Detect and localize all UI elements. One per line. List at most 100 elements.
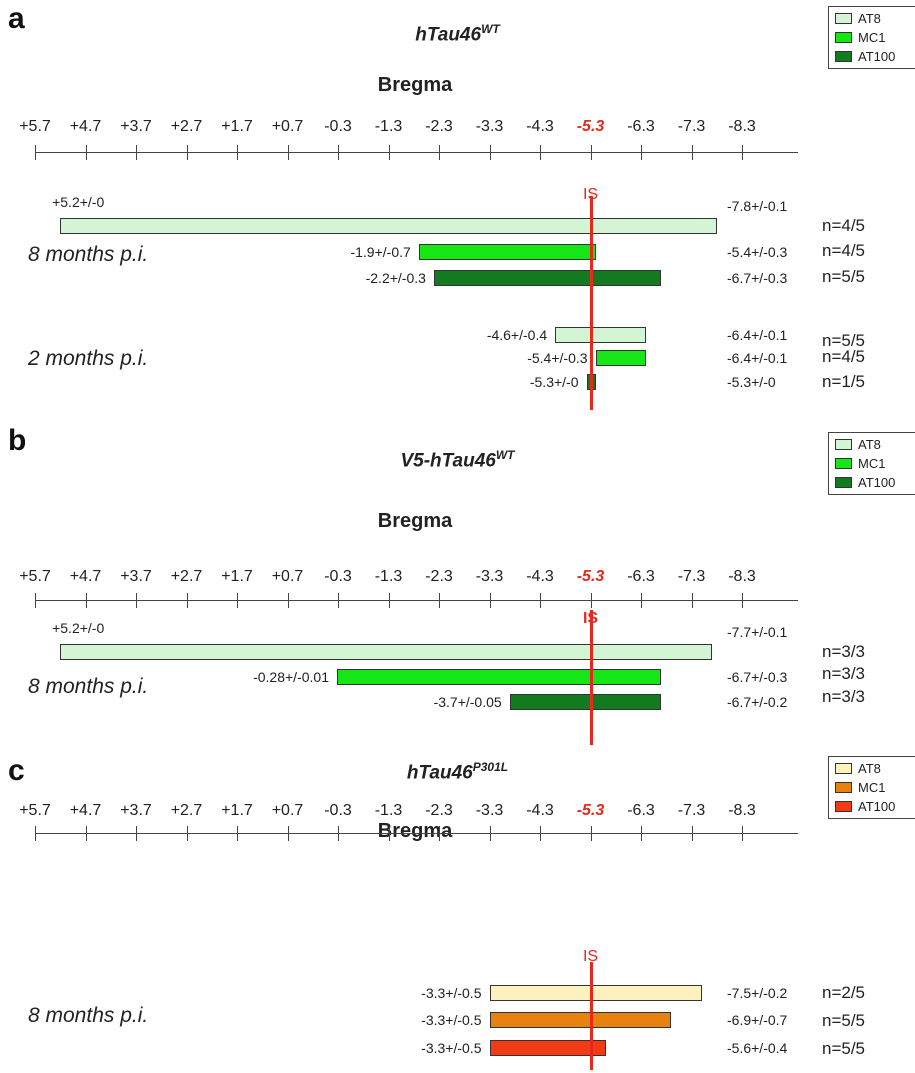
injection-site-line <box>589 610 593 745</box>
legend-swatch <box>835 13 852 24</box>
injection-site-line <box>589 962 593 1070</box>
tick-label: +5.7 <box>19 802 51 819</box>
tick-label: -2.3 <box>425 568 453 585</box>
tick-label: -1.3 <box>374 802 403 819</box>
legend-swatch <box>835 439 852 450</box>
range-bar <box>60 218 717 234</box>
legend-item: MC1 <box>829 454 915 473</box>
tick-label: +4.7 <box>69 802 102 819</box>
chart-title-superscript: WT <box>495 448 515 462</box>
chart-title-text: hTau46 <box>406 762 473 784</box>
range-bar <box>489 1012 672 1028</box>
sample-count: n=1/5 <box>822 372 866 391</box>
start-value-label: -2.2+/-0.3 <box>365 270 426 286</box>
legend-label: AT8 <box>858 437 881 452</box>
start-value-label: -3.3+/-0.5 <box>421 985 482 1001</box>
tick-label: +3.7 <box>120 118 152 135</box>
legend: AT8 MC1 AT100 <box>828 432 915 495</box>
tick-label: -0.3 <box>324 118 352 135</box>
tick-label: -5.3 <box>576 802 605 819</box>
chart-title-text: hTau46 <box>415 24 482 46</box>
group-label: 2 months p.i. <box>28 347 149 370</box>
end-value-label: -7.7+/-0.1 <box>727 624 788 640</box>
sample-count: n=5/5 <box>822 1011 866 1030</box>
legend-item: AT100 <box>829 47 915 66</box>
legend-item: MC1 <box>829 778 915 797</box>
legend-label: MC1 <box>858 30 886 45</box>
axis-title: Bregma <box>377 74 453 96</box>
tick-label: +1.7 <box>221 802 253 819</box>
range-bar <box>60 644 712 660</box>
tick-label: -4.3 <box>526 568 554 585</box>
tick-label: -7.3 <box>677 568 706 585</box>
end-value-label: -7.8+/-0.1 <box>727 198 788 214</box>
tick-label: -4.3 <box>526 118 554 135</box>
chart-title: V5-hTau46WT <box>0 448 915 472</box>
tick-label: +1.7 <box>221 118 253 135</box>
legend-label: MC1 <box>858 456 886 471</box>
axis-title: Bregma <box>377 820 453 842</box>
tick-label: +4.7 <box>69 118 102 135</box>
tick-label: -8.3 <box>728 802 756 819</box>
axis-title: Bregma <box>377 510 453 532</box>
group-label: 8 months p.i. <box>28 675 149 698</box>
range-bar <box>489 1040 606 1056</box>
tick-label: +0.7 <box>271 118 304 135</box>
group-label: 8 months p.i. <box>28 1004 149 1027</box>
legend-item: AT8 <box>829 9 915 28</box>
start-value-label: -3.3+/-0.5 <box>421 1012 482 1028</box>
end-value-label: -6.4+/-0.1 <box>727 327 788 343</box>
range-bar <box>489 985 702 1001</box>
sample-count: n=4/5 <box>822 241 866 260</box>
tick-label: +3.7 <box>120 802 152 819</box>
legend-swatch <box>835 458 852 469</box>
legend-label: AT100 <box>858 799 896 814</box>
start-value-label: -0.28+/-0.01 <box>253 669 329 685</box>
legend-label: AT8 <box>858 761 881 776</box>
legend-swatch <box>835 763 852 774</box>
end-value-label: -5.6+/-0.4 <box>727 1040 788 1056</box>
axis-line <box>35 833 798 834</box>
range-bar <box>555 327 647 343</box>
group-label: 8 months p.i. <box>28 243 149 266</box>
tick-label: +4.7 <box>69 568 102 585</box>
legend-swatch <box>835 32 852 43</box>
tick-label: -8.3 <box>728 568 756 585</box>
start-value-label: +5.2+/-0 <box>52 194 105 210</box>
tick-label: -6.3 <box>627 802 655 819</box>
sample-count: n=5/5 <box>822 267 866 286</box>
tick-label: -7.3 <box>677 118 706 135</box>
end-value-label: -6.7+/-0.3 <box>727 270 788 286</box>
range-bar <box>595 350 647 366</box>
tick-label: +0.7 <box>271 568 304 585</box>
legend-item: AT100 <box>829 473 915 492</box>
panel-letter: a <box>8 2 25 35</box>
tick-label: +1.7 <box>221 568 253 585</box>
chart-title-text: V5-hTau46 <box>400 450 496 472</box>
axis-line <box>35 152 798 153</box>
tick-label: +5.7 <box>19 118 51 135</box>
end-value-label: -7.5+/-0.2 <box>727 985 788 1001</box>
panel-letter: b <box>8 424 27 457</box>
chart-title-superscript: WT <box>481 22 500 36</box>
start-value-label: -3.7+/-0.05 <box>433 694 502 710</box>
range-bar <box>509 694 662 710</box>
legend-label: MC1 <box>858 780 886 795</box>
tick-label: +3.7 <box>120 568 152 585</box>
tick-label: -3.3 <box>475 568 504 585</box>
tick-label: -3.3 <box>475 118 504 135</box>
legend: AT8 MC1 AT100 <box>828 756 915 819</box>
tick-label: +0.7 <box>271 802 304 819</box>
tick-label: +2.7 <box>170 568 203 585</box>
start-value-label: -3.3+/-0.5 <box>421 1040 482 1056</box>
legend-swatch <box>835 782 852 793</box>
tick-label: -0.3 <box>324 568 352 585</box>
tick-label: -3.3 <box>475 802 504 819</box>
legend-label: AT100 <box>858 475 896 490</box>
tick-label: -2.3 <box>425 118 453 135</box>
tick-label: -5.3 <box>576 568 605 585</box>
end-value-label: -5.4+/-0.3 <box>727 244 788 260</box>
sample-count: n=3/3 <box>822 664 866 683</box>
tick-label: +2.7 <box>170 118 203 135</box>
tick-label: +2.7 <box>170 802 203 819</box>
